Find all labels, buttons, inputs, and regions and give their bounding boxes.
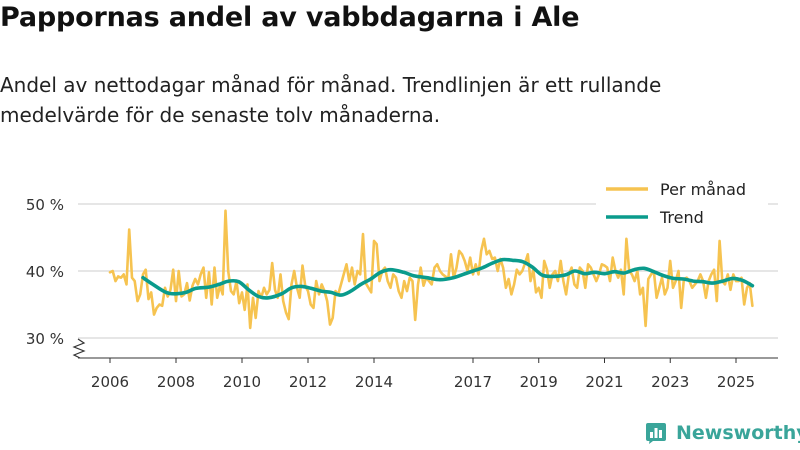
x-tick-label: 2023	[651, 373, 689, 391]
y-tick-label: 30 %	[26, 330, 64, 348]
y-tick-label: 40 %	[26, 263, 64, 281]
line-chart: 30 % 40 % 50 % 2006 2008 2010 2012 2014 2017 2019…	[25, 176, 778, 391]
newsworthy-brand: Newsworthy	[645, 418, 800, 448]
trend-series-line	[141, 257, 755, 300]
legend-background	[596, 176, 768, 232]
x-tick-label: 2025	[717, 373, 755, 391]
x-tick-label: 2008	[157, 373, 195, 391]
brand-name: Newsworthy	[676, 422, 800, 444]
x-tick-label: 2019	[520, 373, 558, 391]
x-tick-label: 2010	[223, 373, 261, 391]
y-tick-label: 50 %	[26, 196, 64, 214]
page-subtitle: Andel av nettodagar månad för månad. Tre…	[0, 73, 662, 127]
legend-label: Per månad	[660, 180, 746, 199]
monthly-series-line	[108, 209, 754, 330]
axis-break-icon	[72, 338, 86, 359]
legend-label: Trend	[659, 208, 704, 227]
page-title: Pappornas andel av vabbdagarna i Ale	[0, 2, 580, 33]
x-tick-label: 2021	[585, 373, 623, 391]
x-tick-label: 2012	[289, 373, 327, 391]
x-tick-label: 2014	[355, 373, 393, 391]
x-tick-label: 2017	[454, 373, 492, 391]
bar-chart-logo-icon	[646, 423, 666, 444]
x-tick-label: 2006	[91, 373, 129, 391]
